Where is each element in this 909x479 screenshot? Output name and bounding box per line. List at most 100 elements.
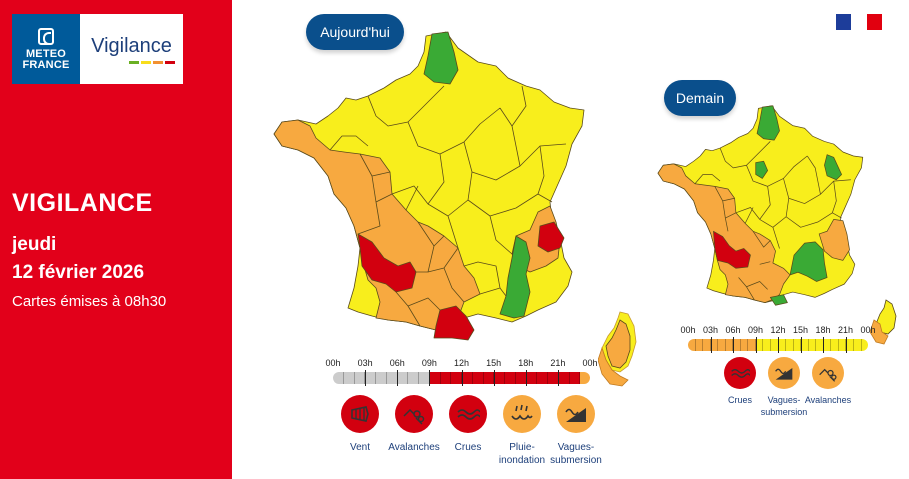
phenomenon-avalanche[interactable]: Avalanches <box>387 395 441 467</box>
phenomenon-label: Vagues-submersion <box>760 395 808 417</box>
phenomenon-label: Pluie-inondation <box>498 442 546 466</box>
timeline-segment-red <box>494 372 505 384</box>
timeline-segment-red <box>526 372 538 384</box>
timeline-bar <box>333 372 590 384</box>
flag-stripe <box>836 14 852 30</box>
timeline-segment-yellow <box>786 339 794 351</box>
hour-label: 18h <box>518 358 534 368</box>
timeline-segment-yellow <box>755 339 764 351</box>
timeline-segment-red <box>472 372 484 384</box>
flood-icon <box>449 395 487 433</box>
today-phenomena-list: Vent Avalanches Crues Pluie-inondation Vague… <box>333 395 603 467</box>
region-green-north <box>423 31 459 85</box>
phenomenon-wind[interactable]: Vent <box>333 395 387 467</box>
hour-label: 00h <box>860 325 876 335</box>
brand-line-2: FRANCE <box>22 58 70 71</box>
timeline-segment-orange <box>695 339 704 351</box>
timeline-segment-red <box>451 372 462 384</box>
timeline-segment-yellow <box>854 339 862 351</box>
corsica-orange <box>605 319 631 369</box>
timeline-segment-yellow <box>801 339 809 351</box>
level-bar <box>140 60 151 64</box>
hour-label: 00h <box>582 358 598 368</box>
tomorrow-tab[interactable]: Demain <box>664 80 736 116</box>
hour-label: 09h <box>421 358 437 368</box>
phenomenon-flood[interactable]: Crues <box>718 357 762 418</box>
timeline-segment-yellow <box>861 339 868 351</box>
timeline-segment-yellow <box>816 339 824 351</box>
timeline-segment-orange <box>703 339 711 351</box>
today-timeline: 00h 03h 06h 09h 12h 15h 18h 21h 00h <box>325 358 598 386</box>
timeline-segment-yellow <box>778 339 787 351</box>
bulletin-date: 12 février 2026 <box>12 262 145 283</box>
timeline-segment-orange <box>718 339 726 351</box>
timeline-segment-orange <box>748 339 756 351</box>
hour-label: 03h <box>702 325 719 335</box>
hour-label: 03h <box>357 358 373 368</box>
timeline-segment-grey <box>354 372 366 384</box>
timeline-segment-yellow <box>763 339 772 351</box>
avalanche-icon <box>395 395 433 433</box>
vigilance-wordmark: Vigilance <box>80 14 183 84</box>
timeline-segment-yellow <box>793 339 802 351</box>
republique-francaise-flag-icon <box>836 14 882 30</box>
flag-stripe <box>866 14 882 30</box>
tomorrow-vigilance-map[interactable] <box>654 100 872 315</box>
phenomenon-waves[interactable]: Vagues-submersion <box>549 395 603 467</box>
phenomenon-avalanche[interactable]: Avalanches <box>804 357 852 418</box>
phenomenon-label: Vagues-submersion <box>550 442 602 466</box>
level-bar <box>152 60 163 64</box>
hour-label: 09h <box>747 325 764 335</box>
timeline-segment-red <box>440 372 452 384</box>
phenomenon-waves[interactable]: Vagues-submersion <box>760 357 808 418</box>
tomorrow-timeline: 00h 03h 06h 09h 12h 15h 18h 21h 00h <box>680 325 876 353</box>
tomorrow-phenomena-list: Crues Vagues-submersion Avalanches <box>718 357 852 418</box>
hour-label: 12h <box>770 325 786 335</box>
timeline-segment-orange <box>740 339 749 351</box>
timeline-segment-red <box>505 372 516 384</box>
timeline-segment-grey <box>365 372 376 384</box>
timeline-segment-yellow <box>823 339 832 351</box>
flag-stripe <box>851 14 867 30</box>
meteo-france-vigilance-logo: METEO FRANCE Vigilance <box>12 14 183 84</box>
meteo-france-emblem-icon <box>38 27 54 45</box>
timeline-segment-red <box>558 372 570 384</box>
bulletin-day: jeudi <box>12 234 57 255</box>
waves-icon <box>557 395 595 433</box>
timeline-segment-yellow <box>838 339 847 351</box>
today-corsica-map[interactable] <box>597 310 638 388</box>
product-name: Vigilance <box>91 34 172 57</box>
today-vigilance-map[interactable] <box>268 26 598 346</box>
phenomenon-label: Avalanches <box>388 442 440 453</box>
timeline-segment-red <box>462 372 473 384</box>
timeline-segment-grey <box>419 372 430 384</box>
brand-line-1: METEO <box>25 47 67 60</box>
timeline-segment-red <box>515 372 527 384</box>
tomorrow-corsica-map[interactable] <box>869 298 898 346</box>
left-panel: METEO FRANCE Vigilance VIGILANCE jeudi 1… <box>0 0 232 479</box>
phenomenon-rain-flood[interactable]: Pluie-inondation <box>495 395 549 467</box>
region-red-alps <box>537 221 565 253</box>
waves-icon <box>768 357 800 389</box>
level-bar <box>164 60 175 64</box>
timeline-segment-orange <box>688 339 696 351</box>
timeline-bar <box>688 339 868 351</box>
level-bar <box>128 60 139 64</box>
rain-flood-icon <box>503 395 541 433</box>
timeline-segment-red <box>569 372 581 384</box>
timeline-segment-yellow <box>808 339 817 351</box>
region-red-aude <box>433 305 475 341</box>
timeline-segment-red <box>483 372 495 384</box>
timeline-segment-grey <box>408 372 419 384</box>
today-tab[interactable]: Aujourd'hui <box>306 14 404 50</box>
timeline-segment-red <box>537 372 548 384</box>
phenomenon-label: Avalanches <box>804 395 852 405</box>
flood-icon <box>724 357 756 389</box>
bulletin-title: VIGILANCE <box>12 189 153 217</box>
hour-label: 15h <box>792 325 809 335</box>
timeline-segment-red <box>429 372 441 384</box>
wind-icon <box>341 395 379 433</box>
phenomenon-flood[interactable]: Crues <box>441 395 495 467</box>
timeline-segment-grey <box>376 372 387 384</box>
